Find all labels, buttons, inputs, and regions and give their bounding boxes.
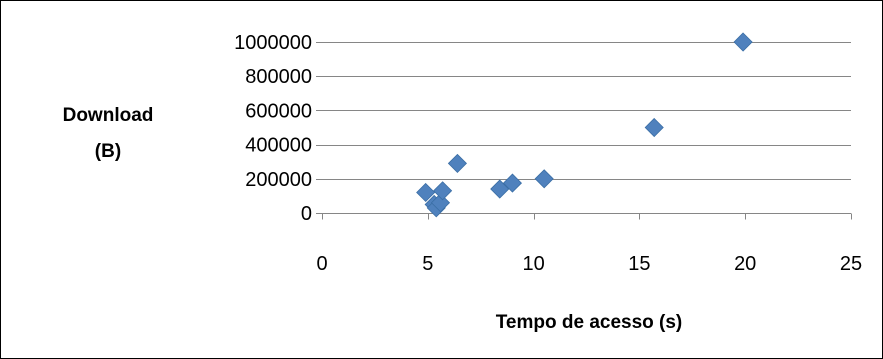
y-tick-label: 600000 [245,100,312,122]
x-tick-label: 10 [522,253,544,275]
y-tick-label: 200000 [245,169,312,191]
x-tick-label: 25 [840,253,862,275]
data-point [430,193,451,213]
y-tick-labels: 0 200000 400000 600000 800000 1000000 [234,32,312,225]
gridlines [322,42,851,180]
y-tick-label: 1000000 [234,32,312,54]
data-point [644,117,664,138]
x-tick-label: 5 [422,253,433,275]
data-point [416,182,436,203]
data-point [733,32,753,52]
axes [316,42,852,220]
y-axis-title-line1: Download [63,105,154,126]
y-axis-title-line2: (B) [95,141,121,162]
data-point [534,169,554,189]
y-tick-label: 400000 [245,135,312,157]
data-point [490,179,510,199]
y-tick-label: 0 [301,203,312,225]
x-axis-title: Tempo de acesso (s) [496,312,683,333]
data-points [416,32,753,218]
x-tick-label: 15 [628,253,650,275]
x-tick-label: 20 [734,253,756,275]
x-tick-labels: 0 5 10 15 20 25 [316,253,862,275]
data-point [433,181,453,201]
data-point [502,173,523,193]
data-point [447,153,467,173]
y-tick-label: 800000 [245,66,312,88]
x-tick-label: 0 [316,253,327,275]
